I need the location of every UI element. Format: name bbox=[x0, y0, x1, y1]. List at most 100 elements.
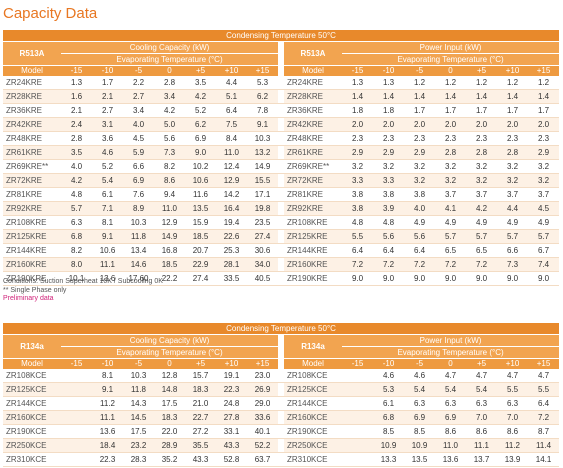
gap bbox=[278, 145, 284, 160]
value-cell: 13.7 bbox=[466, 452, 497, 467]
section-subheading: Evaporating Temperature (°C) bbox=[61, 346, 278, 359]
value-cell: 17.60 bbox=[123, 271, 154, 286]
value-cell bbox=[61, 396, 92, 411]
gap bbox=[278, 201, 284, 216]
value-cell: 2.3 bbox=[404, 131, 435, 146]
value-cell: 1.3 bbox=[373, 76, 404, 90]
data-row: ZR72KRE 4.2 5.4 6.9 8.6 10.6 12.9 15.5 ZR72KRE 3.… bbox=[3, 173, 560, 188]
value-cell: 35.5 bbox=[185, 438, 216, 453]
value-cell bbox=[342, 369, 373, 383]
value-cell: 2.0 bbox=[435, 117, 466, 132]
model-cell: ZR190KCE bbox=[284, 424, 342, 439]
gap bbox=[278, 76, 284, 90]
header-row: Condensing Temperature 50°C bbox=[3, 30, 560, 42]
data-row: ZR310KCE 22.3 28.3 35.2 43.3 52.8 63.7 ZR310KCE… bbox=[3, 452, 560, 467]
value-cell: 7.2 bbox=[435, 257, 466, 272]
value-cell: 6.6 bbox=[123, 159, 154, 174]
column-header: -15 bbox=[342, 65, 373, 76]
value-cell: 3.3 bbox=[342, 173, 373, 188]
value-cell: 7.2 bbox=[528, 410, 560, 425]
value-cell: 5.3 bbox=[373, 382, 404, 397]
value-cell: 3.6 bbox=[92, 131, 123, 146]
value-cell: 33.6 bbox=[247, 410, 278, 425]
data-row: ZR160KCE 11.1 14.5 18.3 22.7 27.8 33.6 ZR160KCE… bbox=[3, 410, 560, 425]
model-cell: ZR28KRE bbox=[284, 89, 342, 104]
value-cell: 18.3 bbox=[185, 382, 216, 397]
gap bbox=[278, 103, 284, 118]
value-cell: 4.8 bbox=[373, 215, 404, 230]
data-row: ZR69KRE** 4.0 5.2 6.6 8.2 10.2 12.4 14.9 ZR69KRE… bbox=[3, 159, 560, 174]
gap bbox=[278, 271, 284, 286]
model-cell: ZR61KRE bbox=[3, 145, 61, 160]
value-cell: 5.0 bbox=[154, 117, 185, 132]
value-cell: 2.0 bbox=[342, 117, 373, 132]
condensing-temperature: Condensing Temperature 50°C bbox=[3, 30, 560, 42]
column-row: Model -15 -10 -5 0 +5 +10 +15 Model -15 -10 -5 0 +5 +1… bbox=[3, 358, 560, 369]
value-cell: 6.3 bbox=[497, 396, 528, 411]
model-cell: ZR125KCE bbox=[3, 382, 61, 397]
value-cell: 4.7 bbox=[528, 369, 560, 383]
value-cell: 5.7 bbox=[497, 229, 528, 244]
value-cell: 13.5 bbox=[404, 452, 435, 467]
value-cell: 2.3 bbox=[342, 131, 373, 146]
gap bbox=[278, 452, 284, 467]
value-cell: 4.7 bbox=[435, 369, 466, 383]
value-cell: 8.4 bbox=[216, 131, 247, 146]
value-cell: 6.4 bbox=[342, 243, 373, 258]
value-cell: 8.7 bbox=[528, 424, 560, 439]
value-cell: 1.8 bbox=[373, 103, 404, 118]
value-cell: 12.4 bbox=[216, 159, 247, 174]
value-cell: 11.1 bbox=[92, 257, 123, 272]
value-cell: 5.4 bbox=[404, 382, 435, 397]
value-cell: 26.9 bbox=[247, 382, 278, 397]
value-cell: 23.5 bbox=[247, 215, 278, 230]
value-cell: 12.8 bbox=[154, 369, 185, 383]
value-cell: 27.4 bbox=[185, 271, 216, 286]
column-header: Model bbox=[284, 65, 342, 76]
column-header: -5 bbox=[123, 65, 154, 76]
model-cell: ZR190KCE bbox=[3, 424, 61, 439]
value-cell: 7.2 bbox=[373, 257, 404, 272]
value-cell: 4.1 bbox=[435, 201, 466, 216]
value-cell: 4.2 bbox=[466, 201, 497, 216]
data-row: ZR250KCE 18.4 23.2 28.9 35.5 43.3 52.2 ZR250KCE… bbox=[3, 438, 560, 453]
value-cell: 3.2 bbox=[373, 159, 404, 174]
model-cell: ZR144KCE bbox=[284, 396, 342, 411]
value-cell: 6.1 bbox=[373, 396, 404, 411]
value-cell: 8.6 bbox=[466, 424, 497, 439]
refrigerant: R513A bbox=[3, 41, 61, 66]
value-cell: 4.5 bbox=[528, 201, 560, 216]
value-cell: 11.1 bbox=[466, 438, 497, 453]
value-cell: 3.5 bbox=[185, 76, 216, 90]
value-cell: 19.8 bbox=[247, 201, 278, 216]
value-cell: 22.9 bbox=[185, 257, 216, 272]
value-cell: 9.4 bbox=[154, 187, 185, 202]
value-cell: 2.4 bbox=[61, 117, 92, 132]
value-cell: 6.9 bbox=[404, 410, 435, 425]
column-header: +5 bbox=[185, 358, 216, 369]
value-cell: 2.1 bbox=[61, 103, 92, 118]
value-cell: 4.7 bbox=[466, 369, 497, 383]
value-cell: 2.0 bbox=[528, 117, 560, 132]
column-header: Model bbox=[3, 65, 61, 76]
model-cell: ZR160KRE bbox=[3, 257, 61, 272]
value-cell: 6.9 bbox=[123, 173, 154, 188]
value-cell: 1.2 bbox=[435, 76, 466, 90]
value-cell: 14.2 bbox=[216, 187, 247, 202]
section-subheading: Evaporating Temperature (°C) bbox=[342, 53, 560, 66]
value-cell: 7.4 bbox=[528, 257, 560, 272]
value-cell: 13.4 bbox=[123, 243, 154, 258]
gap bbox=[278, 159, 284, 174]
value-cell: 2.1 bbox=[92, 89, 123, 104]
value-cell bbox=[61, 424, 92, 439]
value-cell: 4.4 bbox=[497, 201, 528, 216]
data-row: ZR144KCE 11.2 14.3 17.5 21.0 24.8 29.0 ZR144KCE… bbox=[3, 396, 560, 411]
value-cell: 11.0 bbox=[216, 145, 247, 160]
value-cell: 22.0 bbox=[154, 424, 185, 439]
value-cell bbox=[61, 382, 92, 397]
value-cell: 5.6 bbox=[154, 131, 185, 146]
value-cell: 11.1 bbox=[92, 410, 123, 425]
value-cell: 11.0 bbox=[154, 201, 185, 216]
value-cell: 3.4 bbox=[154, 89, 185, 104]
